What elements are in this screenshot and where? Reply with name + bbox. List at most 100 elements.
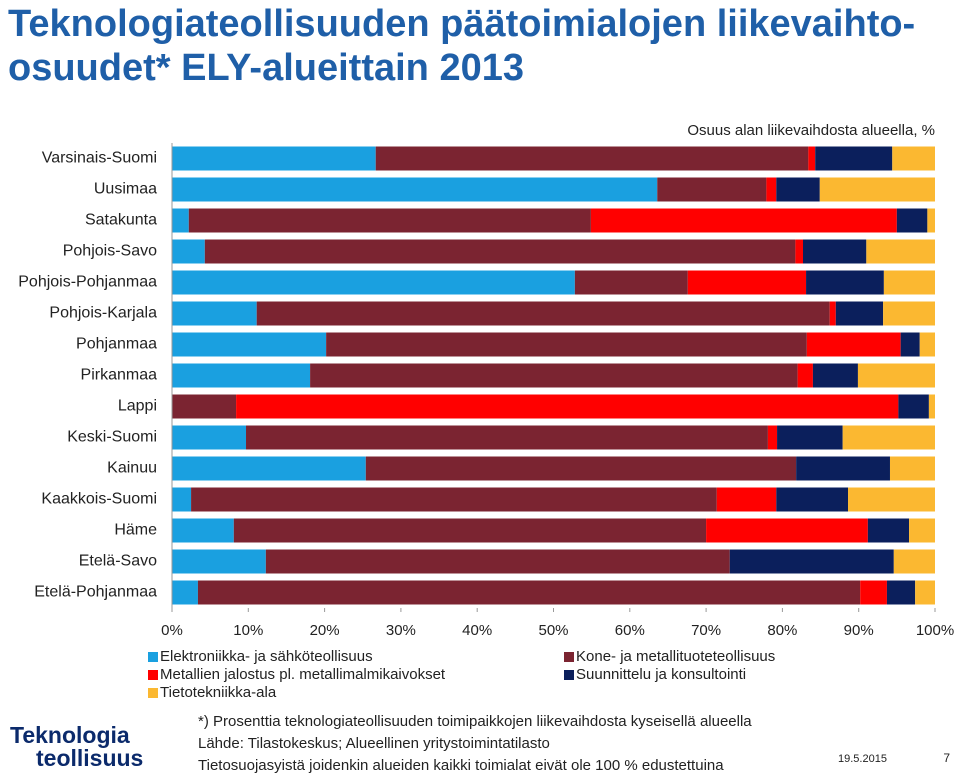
bar-segment bbox=[172, 518, 234, 543]
bar-segment bbox=[796, 456, 890, 481]
legend-swatch bbox=[148, 670, 158, 680]
bar-segment bbox=[842, 425, 935, 450]
bar-segment bbox=[172, 332, 327, 357]
bar-segment bbox=[172, 425, 247, 450]
bar-segment bbox=[883, 301, 935, 326]
bar-segment bbox=[687, 270, 807, 295]
x-tick-label: 90% bbox=[844, 622, 874, 639]
bar-segment bbox=[310, 363, 798, 388]
subtitle: Osuus alan liikevaihdosta alueella, % bbox=[687, 122, 935, 139]
bar-segment bbox=[574, 270, 688, 295]
bar-segment bbox=[808, 146, 816, 171]
bar-segment bbox=[927, 208, 935, 233]
bar-segment bbox=[915, 580, 935, 605]
bar-segment bbox=[204, 239, 796, 264]
bar-segment bbox=[860, 580, 887, 605]
bar-segment bbox=[265, 549, 730, 574]
bar-segment bbox=[172, 549, 266, 574]
bar-segment bbox=[835, 301, 884, 326]
bar-segment bbox=[172, 239, 205, 264]
y-tick-label: Keski-Suomi bbox=[67, 429, 157, 446]
bar-segment bbox=[776, 177, 820, 202]
logo: teollisuus bbox=[36, 745, 143, 771]
legend-label: Kone- ja metallituoteteollisuus bbox=[576, 648, 775, 665]
date: 19.5.2015 bbox=[838, 753, 887, 765]
x-tick-label: 10% bbox=[233, 622, 263, 639]
bar-segment bbox=[706, 518, 868, 543]
y-tick-label: Kaakkois-Suomi bbox=[41, 491, 157, 508]
bar-segment bbox=[590, 208, 897, 233]
y-tick-label: Pirkanmaa bbox=[81, 367, 158, 384]
bar-segment bbox=[729, 549, 894, 574]
bar-segment bbox=[866, 239, 935, 264]
bar-segment bbox=[819, 177, 935, 202]
y-tick-label: Uusimaa bbox=[94, 181, 157, 198]
legend-label: Metallien jalostus pl. metallimalmikaivo… bbox=[160, 666, 446, 683]
x-tick-label: 100% bbox=[916, 622, 954, 639]
bar-segment bbox=[806, 270, 884, 295]
x-tick-label: 0% bbox=[161, 622, 183, 639]
bar-segment bbox=[657, 177, 767, 202]
bar-segment bbox=[172, 363, 311, 388]
bar-segment bbox=[191, 487, 717, 512]
bar-segment bbox=[172, 270, 575, 295]
bar-segment bbox=[172, 301, 257, 326]
bar-segment bbox=[889, 456, 935, 481]
bar-segment bbox=[898, 394, 929, 419]
bar-segment bbox=[246, 425, 768, 450]
y-tick-label: Kainuu bbox=[107, 460, 157, 477]
bar-segment bbox=[172, 487, 192, 512]
bar-segment bbox=[900, 332, 920, 357]
bar-segment bbox=[365, 456, 797, 481]
bar-segment bbox=[848, 487, 935, 512]
legend-label: Tietotekniikka-ala bbox=[160, 684, 277, 701]
footnote: Lähde: Tilastokeskus; Alueellinen yritys… bbox=[198, 735, 550, 752]
x-tick-label: 20% bbox=[310, 622, 340, 639]
bar-segment bbox=[795, 239, 804, 264]
bar-segment bbox=[188, 208, 591, 233]
y-tick-label: Satakunta bbox=[85, 212, 157, 229]
x-tick-label: 60% bbox=[615, 622, 645, 639]
bar-segment bbox=[326, 332, 807, 357]
bar-segment bbox=[777, 425, 843, 450]
bar-segment bbox=[893, 549, 935, 574]
bar-segment bbox=[172, 580, 198, 605]
y-tick-label: Varsinais-Suomi bbox=[42, 150, 157, 167]
legend-label: Elektroniikka- ja sähköteollisuus bbox=[160, 648, 373, 665]
bar-segment bbox=[886, 580, 916, 605]
y-tick-label: Pohjois-Pohjanmaa bbox=[18, 274, 157, 291]
y-tick-label: Pohjois-Savo bbox=[63, 243, 157, 260]
bar-segment bbox=[172, 177, 658, 202]
legend-swatch bbox=[564, 670, 574, 680]
bar-segment bbox=[375, 146, 809, 171]
bar-segment bbox=[767, 425, 778, 450]
bar-segment bbox=[803, 239, 867, 264]
bar-segment bbox=[716, 487, 777, 512]
bar-segment bbox=[928, 394, 935, 419]
bar-segment bbox=[909, 518, 935, 543]
footnote: *) Prosenttia teknologiateollisuuden toi… bbox=[198, 713, 752, 730]
bar-segment bbox=[919, 332, 935, 357]
y-tick-label: Etelä-Pohjanmaa bbox=[34, 584, 157, 601]
bar-segment bbox=[172, 394, 237, 419]
y-tick-label: Etelä-Savo bbox=[79, 553, 157, 570]
legend-swatch bbox=[564, 652, 574, 662]
bar-segment bbox=[896, 208, 928, 233]
bar-segment bbox=[172, 456, 366, 481]
x-tick-label: 30% bbox=[386, 622, 416, 639]
bar-segment bbox=[172, 208, 189, 233]
bar-segment bbox=[883, 270, 935, 295]
x-tick-label: 80% bbox=[767, 622, 797, 639]
y-tick-label: Lappi bbox=[118, 398, 157, 415]
x-tick-label: 50% bbox=[538, 622, 568, 639]
y-tick-label: Häme bbox=[114, 522, 157, 539]
bar-segment bbox=[812, 363, 858, 388]
bar-segment bbox=[236, 394, 899, 419]
logo: Teknologia bbox=[10, 722, 130, 748]
y-tick-label: Pohjois-Karjala bbox=[49, 305, 157, 322]
bar-segment bbox=[829, 301, 836, 326]
bar-segment bbox=[776, 487, 849, 512]
bar-segment bbox=[797, 363, 813, 388]
